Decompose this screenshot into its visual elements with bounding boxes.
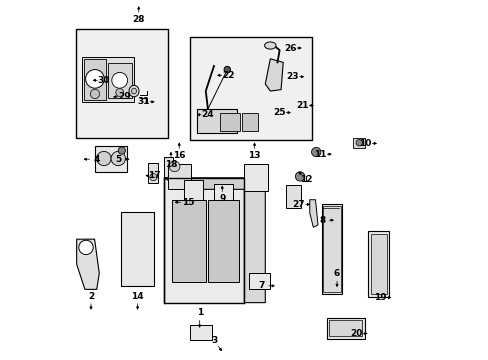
Circle shape bbox=[111, 151, 125, 166]
Text: 2: 2 bbox=[88, 292, 94, 301]
Text: 13: 13 bbox=[248, 151, 260, 160]
Text: 22: 22 bbox=[222, 71, 234, 80]
Bar bbox=[197, 109, 237, 134]
Text: 11: 11 bbox=[314, 150, 326, 159]
Polygon shape bbox=[309, 200, 317, 227]
Text: 30: 30 bbox=[98, 76, 110, 85]
Bar bbox=[121, 212, 153, 286]
Bar bbox=[76, 29, 168, 138]
Bar bbox=[370, 234, 386, 294]
Ellipse shape bbox=[264, 42, 276, 49]
Text: 16: 16 bbox=[173, 151, 185, 160]
Text: 31: 31 bbox=[137, 97, 149, 106]
Text: 26: 26 bbox=[284, 44, 296, 53]
Text: 7: 7 bbox=[258, 281, 264, 290]
Bar bbox=[207, 201, 239, 282]
Bar bbox=[367, 231, 388, 297]
Text: 28: 28 bbox=[132, 15, 144, 24]
Text: 8: 8 bbox=[319, 216, 325, 225]
Circle shape bbox=[295, 172, 304, 181]
Bar bbox=[244, 163, 267, 192]
Bar bbox=[163, 178, 244, 303]
Text: 1: 1 bbox=[196, 308, 203, 317]
Bar bbox=[82, 57, 134, 102]
Text: 10: 10 bbox=[359, 139, 371, 148]
Circle shape bbox=[85, 69, 104, 88]
Bar bbox=[172, 201, 206, 282]
Bar bbox=[168, 164, 190, 189]
Bar bbox=[83, 59, 106, 100]
Text: 24: 24 bbox=[201, 110, 214, 119]
Text: 20: 20 bbox=[349, 329, 362, 338]
Text: 17: 17 bbox=[147, 171, 160, 180]
Bar bbox=[326, 318, 364, 338]
Text: 3: 3 bbox=[210, 336, 217, 345]
Text: 14: 14 bbox=[131, 292, 143, 301]
Bar bbox=[214, 184, 232, 205]
Circle shape bbox=[112, 72, 127, 88]
Text: 5: 5 bbox=[115, 155, 121, 164]
Text: 15: 15 bbox=[181, 198, 194, 207]
Bar bbox=[321, 204, 342, 294]
Bar bbox=[148, 163, 158, 183]
Bar bbox=[94, 146, 126, 172]
Polygon shape bbox=[77, 239, 99, 289]
Bar bbox=[220, 113, 239, 131]
Text: 27: 27 bbox=[292, 200, 305, 209]
Text: 12: 12 bbox=[299, 175, 312, 184]
Bar bbox=[190, 324, 212, 339]
Bar bbox=[285, 185, 300, 208]
Bar bbox=[183, 180, 203, 202]
Text: 21: 21 bbox=[296, 101, 308, 110]
Ellipse shape bbox=[129, 85, 139, 97]
Bar bbox=[323, 206, 340, 292]
Text: 9: 9 bbox=[219, 194, 225, 203]
Text: 23: 23 bbox=[286, 72, 299, 81]
Ellipse shape bbox=[131, 88, 136, 94]
Circle shape bbox=[97, 151, 111, 166]
Bar bbox=[163, 157, 172, 177]
Text: 18: 18 bbox=[164, 161, 177, 170]
Text: 4: 4 bbox=[93, 155, 100, 164]
Bar bbox=[328, 320, 362, 336]
Text: 25: 25 bbox=[273, 108, 285, 117]
Polygon shape bbox=[244, 178, 265, 303]
Circle shape bbox=[118, 147, 125, 154]
Polygon shape bbox=[163, 178, 265, 189]
Circle shape bbox=[355, 139, 362, 146]
Bar bbox=[241, 113, 257, 131]
Bar bbox=[107, 63, 132, 98]
Bar bbox=[248, 273, 269, 289]
Circle shape bbox=[116, 89, 123, 96]
Circle shape bbox=[79, 240, 93, 255]
Bar bbox=[352, 138, 365, 148]
Text: 29: 29 bbox=[118, 92, 130, 101]
Circle shape bbox=[169, 161, 180, 172]
Text: 6: 6 bbox=[333, 269, 340, 278]
Circle shape bbox=[311, 147, 320, 157]
Polygon shape bbox=[265, 59, 283, 91]
Circle shape bbox=[224, 66, 230, 73]
Circle shape bbox=[90, 89, 100, 99]
Bar bbox=[190, 37, 311, 140]
Text: 19: 19 bbox=[373, 293, 386, 302]
Circle shape bbox=[149, 174, 157, 181]
